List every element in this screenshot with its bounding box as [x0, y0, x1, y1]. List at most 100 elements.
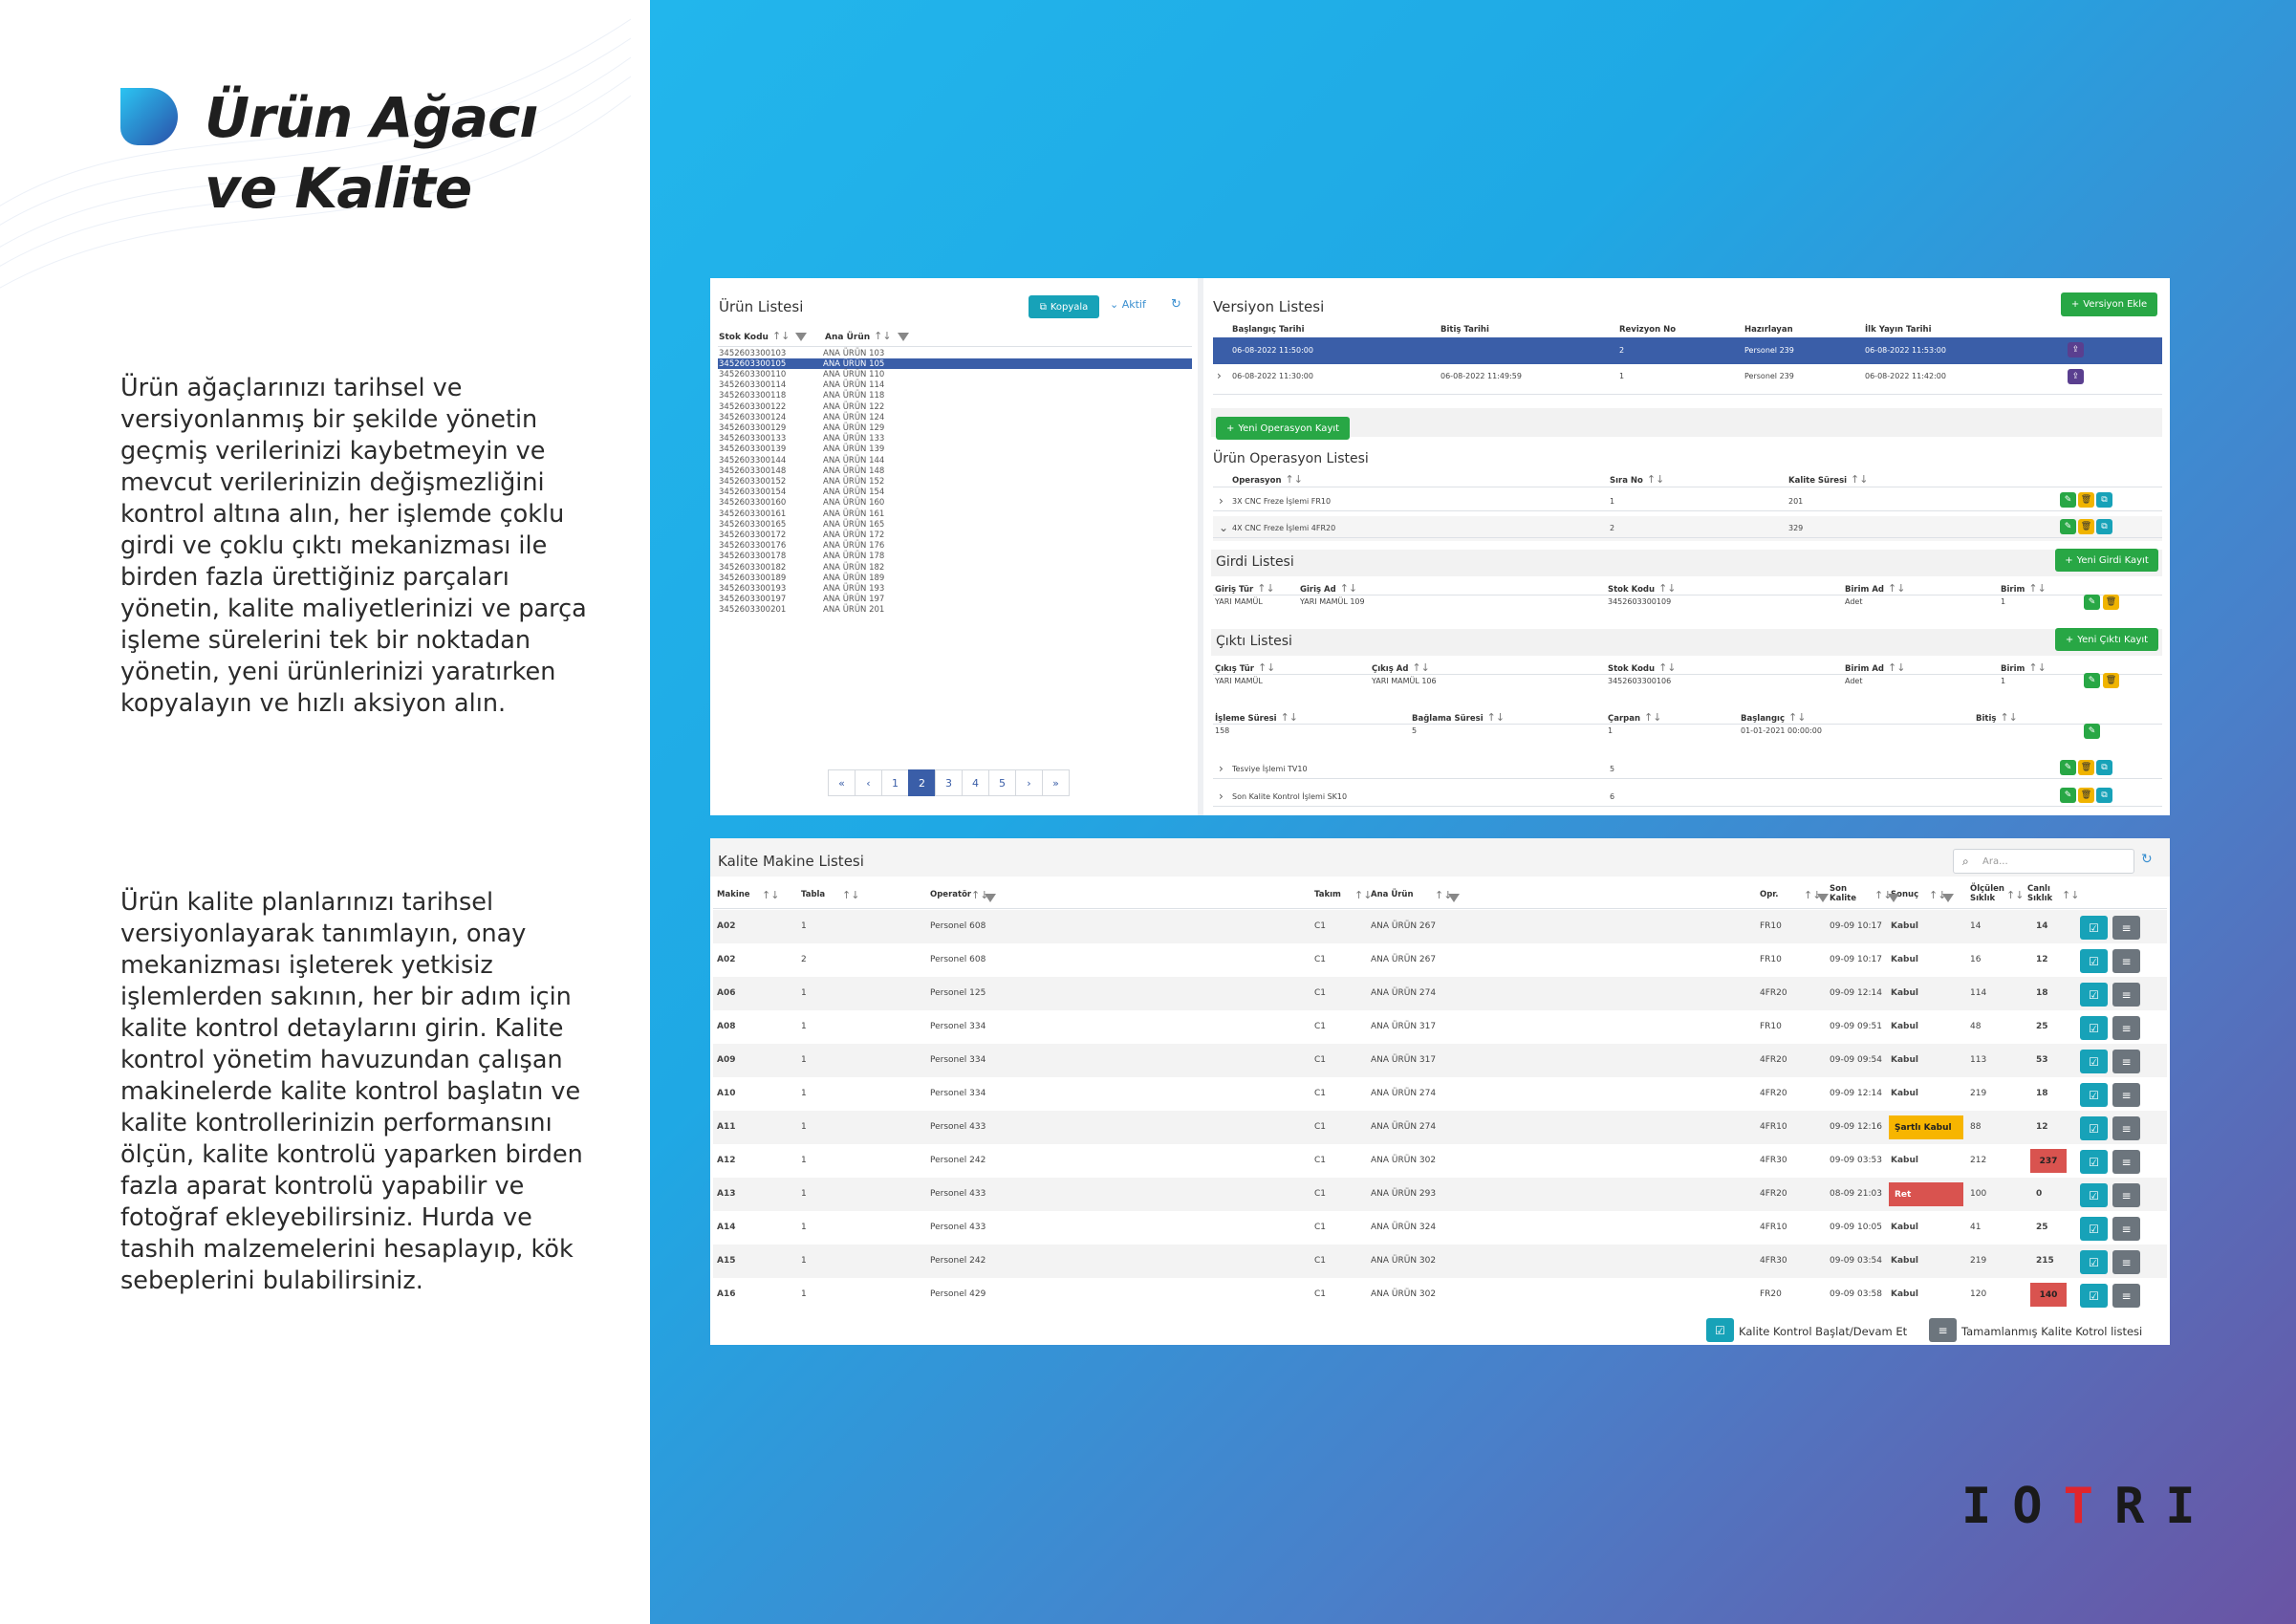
edit-icon[interactable]: ✎: [2084, 595, 2100, 610]
filter-icon[interactable]: [985, 894, 996, 902]
page-button[interactable]: 1: [881, 769, 909, 796]
table-row[interactable]: A16 1 Personel 429 C1 ANA ÜRÜN 302 FR20 09-09 …: [713, 1278, 2167, 1311]
table-row[interactable]: A09 1 Personel 334 C1 ANA ÜRÜN 317 4FR20 09-09…: [713, 1044, 2167, 1077]
new-operation-button[interactable]: + Yeni Operasyon Kayıt: [1216, 417, 1350, 440]
start-quality-check-button[interactable]: ☑: [2080, 1050, 2108, 1073]
completed-checks-button[interactable]: ≡: [2112, 1217, 2140, 1241]
copy-icon[interactable]: ⧉: [2096, 492, 2112, 508]
table-row[interactable]: A08 1 Personel 334 C1 ANA ÜRÜN 317 FR10 09-09 …: [713, 1010, 2167, 1044]
expand-chevron-icon[interactable]: ›: [1219, 790, 1224, 803]
delete-icon[interactable]: 🗑: [2078, 492, 2094, 508]
table-row[interactable]: A02 1 Personel 608 C1 ANA ÜRÜN 267 FR10 09-09 …: [713, 910, 2167, 943]
col-header[interactable]: Başlangıç ↑↓: [1741, 711, 1806, 724]
product-row[interactable]: 3452603300172 ANA ÜRÜN 172: [718, 530, 1192, 540]
start-quality-check-button[interactable]: ☑: [2080, 1183, 2108, 1207]
version-col-header[interactable]: Başlangıç Tarihi: [1232, 325, 1305, 335]
new-input-button[interactable]: + Yeni Girdi Kayıt: [2055, 549, 2158, 572]
product-row[interactable]: 3452603300148 ANA ÜRÜN 148: [718, 466, 1192, 476]
col-header[interactable]: Birim Ad ↑↓: [1845, 661, 1905, 674]
edit-icon[interactable]: ✎: [2060, 788, 2076, 803]
completed-checks-button[interactable]: ≡: [2112, 1250, 2140, 1274]
product-row[interactable]: 3452603300193 ANA ÜRÜN 193: [718, 583, 1192, 594]
product-row[interactable]: 3452603300124 ANA ÜRÜN 124: [718, 412, 1192, 422]
quality-col-header[interactable]: Canlı Sıklık: [2027, 884, 2060, 903]
col-header[interactable]: Birim ↑↓: [2001, 582, 2047, 595]
completed-checks-button[interactable]: ≡: [2112, 1050, 2140, 1073]
quality-col-header[interactable]: Operatör: [930, 890, 971, 899]
col-header[interactable]: Çıkış Ad ↑↓: [1372, 661, 1430, 674]
col-header[interactable]: Çıkış Tür ↑↓: [1215, 661, 1275, 674]
edit-icon[interactable]: ✎: [2084, 724, 2100, 739]
start-quality-check-button[interactable]: ☑: [2080, 1284, 2108, 1308]
col-header[interactable]: Birim Ad ↑↓: [1845, 582, 1905, 595]
table-row[interactable]: A10 1 Personel 334 C1 ANA ÜRÜN 274 4FR20 09-09…: [713, 1077, 2167, 1111]
delete-icon[interactable]: 🗑: [2078, 519, 2094, 534]
search-input[interactable]: ⌕ Ara...: [1953, 849, 2134, 874]
quality-col-header[interactable]: Son Kalite: [1830, 884, 1862, 903]
sort-icon[interactable]: ↑↓: [2006, 889, 2025, 901]
completed-checks-button[interactable]: ≡: [2112, 949, 2140, 973]
publish-icon[interactable]: ⇪: [2068, 369, 2084, 384]
table-row[interactable]: A15 1 Personel 242 C1 ANA ÜRÜN 302 4FR30 09-09…: [713, 1245, 2167, 1278]
copy-button[interactable]: ⧉ Kopyala: [1029, 295, 1099, 318]
table-row[interactable]: A12 1 Personel 242 C1 ANA ÜRÜN 302 4FR30 09-09…: [713, 1144, 2167, 1178]
page-button[interactable]: «: [828, 769, 856, 796]
table-row[interactable]: A02 2 Personel 608 C1 ANA ÜRÜN 267 FR10 09-09 …: [713, 943, 2167, 977]
start-quality-check-button[interactable]: ☑: [2080, 1016, 2108, 1040]
col-header[interactable]: İşleme Süresi ↑↓: [1215, 711, 1298, 724]
sort-icon[interactable]: ↑↓: [1354, 889, 1373, 901]
product-row[interactable]: 3452603300144 ANA ÜRÜN 144: [718, 455, 1192, 466]
completed-checks-button[interactable]: ≡: [2112, 1150, 2140, 1174]
operation-col-header[interactable]: Operasyon ↑↓: [1232, 473, 1303, 486]
start-quality-check-button[interactable]: ☑: [2080, 1250, 2108, 1274]
start-quality-check-button[interactable]: ☑: [2080, 949, 2108, 973]
completed-checks-button[interactable]: ≡: [2112, 1116, 2140, 1140]
quality-col-header[interactable]: Tabla: [801, 890, 825, 899]
filter-icon[interactable]: [1817, 894, 1829, 902]
quality-col-header[interactable]: Ana Ürün: [1371, 890, 1414, 899]
page-button[interactable]: ›: [1015, 769, 1043, 796]
completed-checks-button[interactable]: ≡: [2112, 916, 2140, 940]
col-header[interactable]: Stok Kodu ↑↓: [1608, 661, 1677, 674]
product-row[interactable]: 3452603300182 ANA ÜRÜN 182: [718, 562, 1192, 573]
sort-icon[interactable]: ↑↓: [842, 889, 860, 901]
refresh-icon[interactable]: ↻: [2141, 852, 2153, 867]
edit-icon[interactable]: ✎: [2060, 519, 2076, 534]
product-row[interactable]: 3452603300152 ANA ÜRÜN 152: [718, 476, 1192, 487]
col-header[interactable]: Giriş Ad ↑↓: [1300, 582, 1357, 595]
product-row[interactable]: 3452603300103 ANA ÜRÜN 103: [718, 348, 1192, 358]
product-row[interactable]: 3452603300110 ANA ÜRÜN 110: [718, 369, 1192, 379]
page-button[interactable]: 4: [962, 769, 989, 796]
completed-checks-button[interactable]: ≡: [2112, 1183, 2140, 1207]
expand-chevron-icon[interactable]: ⌄: [1219, 521, 1229, 534]
sort-icon[interactable]: ↑↓: [2062, 889, 2080, 901]
sort-icon[interactable]: ↑↓: [762, 889, 780, 901]
page-button[interactable]: 5: [988, 769, 1016, 796]
version-col-header[interactable]: Revizyon No: [1619, 325, 1677, 335]
sort-icon[interactable]: ↑↓: [1929, 889, 1947, 901]
product-row[interactable]: 3452603300178 ANA ÜRÜN 178: [718, 552, 1192, 562]
product-row[interactable]: 3452603300165 ANA ÜRÜN 165: [718, 519, 1192, 530]
completed-checks-button[interactable]: ≡: [2112, 1016, 2140, 1040]
refresh-icon[interactable]: ↻: [1171, 297, 1181, 312]
quality-col-header[interactable]: Sonuç: [1891, 890, 1918, 899]
completed-checks-button[interactable]: ≡: [2112, 1083, 2140, 1107]
expand-chevron-icon[interactable]: ›: [1219, 494, 1224, 508]
start-quality-check-button[interactable]: ☑: [2080, 916, 2108, 940]
page-button[interactable]: 2: [908, 769, 936, 796]
sort-icon[interactable]: ↑↓: [1435, 889, 1453, 901]
quality-col-header[interactable]: Takım: [1314, 890, 1341, 899]
page-button[interactable]: ‹: [855, 769, 882, 796]
filter-icon[interactable]: [897, 333, 909, 341]
col-header[interactable]: Çarpan ↑↓: [1608, 711, 1661, 724]
expand-chevron-icon[interactable]: ›: [1217, 369, 1222, 382]
start-quality-check-button[interactable]: ☑: [2080, 1150, 2108, 1174]
edit-icon[interactable]: ✎: [2060, 492, 2076, 508]
quality-col-header[interactable]: Makine: [717, 890, 750, 899]
filter-icon[interactable]: [1942, 894, 1954, 902]
active-filter-dropdown[interactable]: ⌄ Aktif: [1110, 298, 1146, 311]
col-header[interactable]: Birim ↑↓: [2001, 661, 2047, 674]
table-row[interactable]: A13 1 Personel 433 C1 ANA ÜRÜN 293 4FR20 08-09…: [713, 1178, 2167, 1211]
edit-icon[interactable]: ✎: [2060, 760, 2076, 775]
product-row[interactable]: 3452603300189 ANA ÜRÜN 189: [718, 573, 1192, 583]
